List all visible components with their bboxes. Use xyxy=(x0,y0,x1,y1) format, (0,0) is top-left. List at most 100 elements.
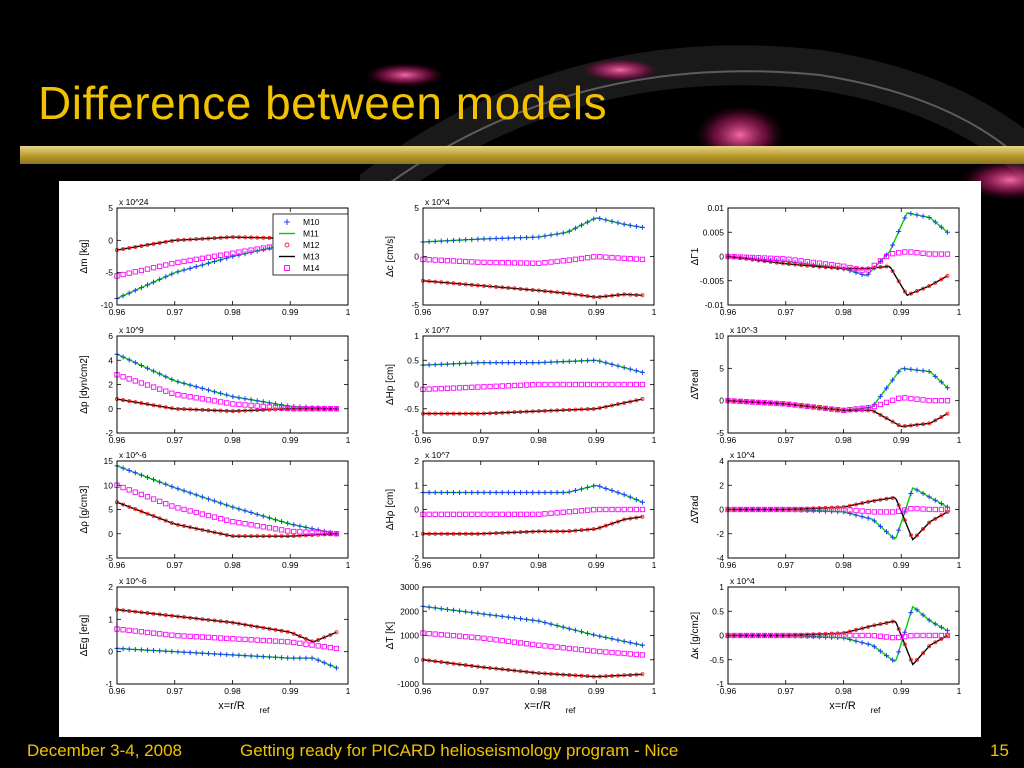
marker-M14 xyxy=(774,255,780,262)
marker-M12 xyxy=(475,283,480,288)
marker-M14 xyxy=(822,405,829,412)
marker-M12 xyxy=(555,290,560,295)
marker-M10 xyxy=(493,236,499,242)
marker-M12 xyxy=(750,400,755,405)
marker-M10 xyxy=(463,360,469,366)
marker-M14 xyxy=(230,250,236,256)
marker-M12 xyxy=(481,665,486,670)
marker-M14 xyxy=(126,627,132,634)
marker-M14 xyxy=(144,382,151,388)
x-tick-label: 0.98 xyxy=(835,686,852,696)
marker-M14 xyxy=(217,399,224,405)
scale-factor: x 10^-6 xyxy=(119,576,147,586)
marker-M12 xyxy=(603,404,608,409)
x-tick-label: 0.98 xyxy=(835,307,852,317)
marker-M10 xyxy=(224,652,230,658)
marker-M12 xyxy=(273,627,278,632)
marker-M10 xyxy=(248,397,254,403)
marker-M12 xyxy=(151,241,156,246)
marker-M10 xyxy=(908,211,914,217)
marker-M10 xyxy=(902,629,908,635)
marker-M12 xyxy=(139,243,144,248)
y-tick-label: 0 xyxy=(414,380,419,390)
marker-M14 xyxy=(266,404,273,410)
marker-M10 xyxy=(193,492,199,498)
marker-M12 xyxy=(433,531,438,536)
marker-M12 xyxy=(768,633,773,638)
marker-M14 xyxy=(487,511,493,517)
marker-M10 xyxy=(175,649,181,655)
marker-M14 xyxy=(816,506,823,513)
x-tick-label: 0.99 xyxy=(893,560,910,570)
marker-M10 xyxy=(157,648,163,654)
marker-M10 xyxy=(487,236,493,242)
marker-M14 xyxy=(731,398,737,404)
subplot-3: 0.01 0.005 0 -0.005 -0.010.96 0.97 0.98 0.99 1 ΔΓ… xyxy=(690,203,962,317)
marker-M12 xyxy=(634,398,639,403)
marker-M14 xyxy=(315,643,321,649)
marker-M14 xyxy=(627,651,633,657)
marker-M14 xyxy=(816,260,823,266)
marker-M14 xyxy=(774,632,780,639)
marker-M10 xyxy=(254,653,260,659)
series-line-M13 xyxy=(116,608,337,643)
marker-M10 xyxy=(524,234,530,240)
x-tick-label: 0.99 xyxy=(588,686,605,696)
x-tick-label: 0.97 xyxy=(166,435,183,445)
marker-M12 xyxy=(549,289,554,294)
marker-M14 xyxy=(333,531,340,537)
marker-M14 xyxy=(254,637,260,643)
marker-M12 xyxy=(896,423,901,428)
marker-M14 xyxy=(181,258,187,265)
marker-M10 xyxy=(920,612,926,618)
marker-M14 xyxy=(193,256,199,263)
y-axis-label: Δm [kg] xyxy=(79,239,90,273)
marker-M12 xyxy=(494,531,499,536)
marker-M12 xyxy=(279,628,284,633)
marker-M14 xyxy=(126,376,132,382)
marker-M14 xyxy=(822,632,829,639)
marker-M14 xyxy=(542,511,548,517)
marker-M14 xyxy=(615,255,621,261)
marker-M12 xyxy=(157,240,162,245)
marker-M14 xyxy=(572,256,579,262)
marker-M10 xyxy=(542,359,548,365)
marker-M14 xyxy=(768,506,774,513)
marker-M12 xyxy=(212,618,217,623)
marker-M12 xyxy=(157,404,162,409)
marker-M14 xyxy=(157,498,163,505)
marker-M12 xyxy=(169,238,174,243)
marker-M14 xyxy=(615,506,621,513)
marker-M12 xyxy=(224,532,229,537)
marker-M12 xyxy=(536,409,541,414)
marker-M10 xyxy=(859,271,865,277)
marker-M10 xyxy=(193,264,199,270)
marker-M12 xyxy=(218,531,223,536)
marker-M10 xyxy=(126,357,132,363)
marker-M12 xyxy=(860,266,865,271)
marker-M10 xyxy=(138,647,144,653)
marker-M14 xyxy=(450,258,457,264)
marker-M10 xyxy=(475,360,481,366)
marker-M14 xyxy=(780,401,786,407)
marker-M14 xyxy=(542,381,548,388)
marker-M12 xyxy=(579,673,584,678)
marker-M14 xyxy=(254,523,260,529)
marker-M10 xyxy=(218,390,224,396)
axes-frame xyxy=(727,460,960,559)
marker-M12 xyxy=(774,507,779,512)
series-line-M13 xyxy=(422,280,643,298)
subplot-9: 4 2 0 -2 -40.96 0.97 0.98 0.99 1 x 10^4 Δ∇rad xyxy=(690,450,962,570)
marker-M12 xyxy=(573,528,578,533)
marker-M10 xyxy=(315,527,321,533)
marker-M12 xyxy=(896,279,901,284)
marker-M12 xyxy=(334,531,339,536)
y-tick-label: 2000 xyxy=(400,606,419,616)
marker-M14 xyxy=(584,255,591,261)
marker-M14 xyxy=(211,635,218,641)
marker-M14 xyxy=(242,636,248,643)
marker-M12 xyxy=(218,408,223,413)
y-tick-label: 2 xyxy=(108,380,113,390)
marker-M12 xyxy=(835,407,840,412)
marker-M12 xyxy=(194,237,199,242)
